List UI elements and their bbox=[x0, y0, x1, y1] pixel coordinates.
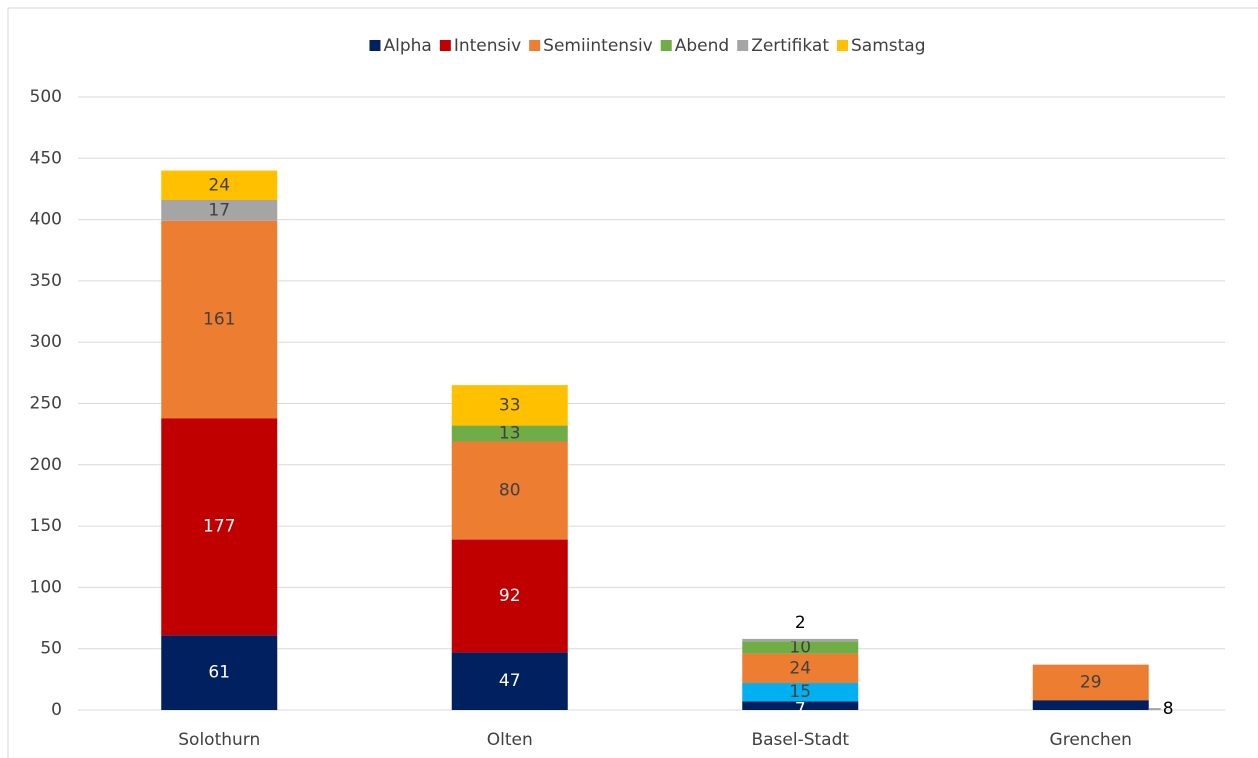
y-tick-label: 50 bbox=[40, 639, 62, 659]
bar-segment bbox=[451, 441, 568, 540]
data-label: 177 bbox=[203, 517, 235, 537]
bar-segment bbox=[742, 653, 859, 684]
bar-segment bbox=[742, 638, 859, 642]
bar-segment bbox=[742, 641, 859, 654]
y-tick-label: 0 bbox=[51, 700, 62, 720]
data-label: 13 bbox=[499, 424, 521, 444]
y-tick-label: 500 bbox=[30, 87, 62, 107]
data-label: 29 bbox=[1080, 672, 1102, 692]
data-label: 10 bbox=[789, 637, 811, 657]
legend-swatch bbox=[439, 40, 451, 51]
data-label: 47 bbox=[499, 671, 521, 691]
data-label: 61 bbox=[208, 663, 230, 683]
y-tick-label: 150 bbox=[30, 516, 62, 536]
y-tick-label: 250 bbox=[30, 394, 62, 414]
data-label: 2 bbox=[795, 613, 806, 633]
data-label: 33 bbox=[499, 395, 521, 415]
bar-segment bbox=[451, 652, 568, 710]
y-tick-label: 400 bbox=[30, 210, 62, 230]
legend-label: Samstag bbox=[851, 36, 926, 56]
x-tick-label: Basel-Stadt bbox=[751, 730, 849, 750]
bar-segment bbox=[451, 539, 568, 653]
chart-border bbox=[7, 7, 1258, 758]
y-tick-label: 450 bbox=[30, 148, 62, 168]
legend-swatch bbox=[737, 40, 749, 51]
y-tick-label: 300 bbox=[30, 332, 62, 352]
data-label: 92 bbox=[499, 586, 521, 606]
legend-label: Alpha bbox=[383, 36, 431, 56]
bar-segment bbox=[161, 199, 278, 221]
legend-swatch bbox=[660, 40, 672, 51]
data-label: 80 bbox=[499, 481, 521, 501]
bar-segment bbox=[451, 385, 568, 426]
bar-segment bbox=[161, 220, 278, 419]
bar-segment bbox=[1032, 700, 1149, 710]
bar-segment bbox=[161, 418, 278, 636]
data-label: 24 bbox=[208, 175, 230, 195]
legend-label: Abend bbox=[675, 36, 729, 56]
x-tick-label: Grenchen bbox=[1050, 730, 1132, 750]
data-label: 161 bbox=[203, 310, 235, 330]
bar-segment bbox=[451, 425, 568, 442]
bar-segment bbox=[161, 170, 278, 200]
y-tick-label: 200 bbox=[30, 455, 62, 475]
bar-segment bbox=[1032, 664, 1149, 701]
data-label: 7 bbox=[795, 700, 806, 720]
legend-swatch bbox=[369, 40, 381, 51]
y-tick-label: 100 bbox=[30, 577, 62, 597]
legend-swatch bbox=[837, 40, 849, 51]
data-label: 17 bbox=[208, 200, 230, 220]
legend-label: Intensiv bbox=[454, 36, 521, 56]
data-label: 15 bbox=[789, 682, 811, 702]
x-tick-label: Solothurn bbox=[178, 730, 260, 750]
data-label: 8 bbox=[1163, 699, 1174, 719]
legend-label: Zertifikat bbox=[751, 36, 829, 56]
bar-segment bbox=[742, 701, 859, 710]
data-label: 24 bbox=[789, 658, 811, 678]
legend-label: Semiintensiv bbox=[543, 36, 653, 56]
bar-segment bbox=[161, 635, 278, 710]
bar-segment bbox=[742, 683, 859, 702]
y-tick-label: 350 bbox=[30, 271, 62, 291]
x-tick-label: Olten bbox=[487, 730, 533, 750]
legend-swatch bbox=[529, 40, 541, 51]
